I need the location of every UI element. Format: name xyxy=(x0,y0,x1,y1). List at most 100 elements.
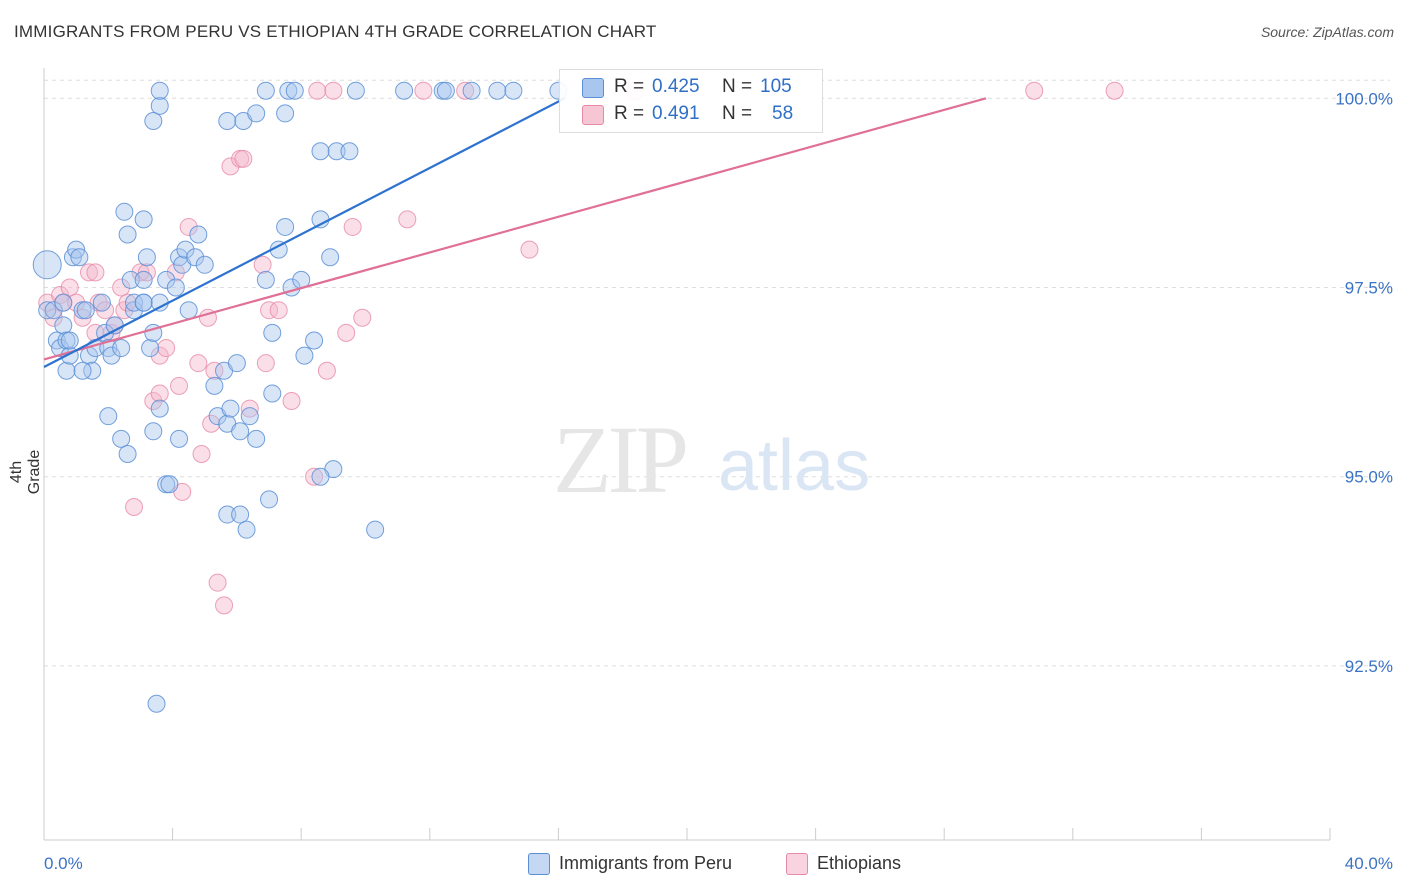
y-tick-label: 92.5% xyxy=(1345,657,1393,676)
data-point-ethiopians xyxy=(67,293,86,312)
data-point-ethiopians xyxy=(414,81,433,100)
data-point-ethiopians xyxy=(166,263,185,282)
data-point-peru xyxy=(121,270,140,289)
data-point-peru xyxy=(150,399,169,418)
data-point-peru xyxy=(340,142,359,161)
data-point-peru xyxy=(186,248,205,267)
data-point-peru xyxy=(263,384,282,403)
data-point-peru xyxy=(150,96,169,115)
data-point-peru xyxy=(176,240,195,259)
data-point-ethiopians xyxy=(269,301,288,320)
data-point-peru xyxy=(279,81,298,100)
data-point-ethiopians xyxy=(144,392,163,411)
watermark-zip: ZIP xyxy=(553,406,686,513)
data-point-peru xyxy=(240,407,259,426)
data-point-ethiopians xyxy=(86,263,105,282)
data-point-peru xyxy=(147,694,166,713)
data-point-peru xyxy=(366,520,385,539)
data-point-ethiopians xyxy=(80,263,99,282)
data-point-peru xyxy=(118,225,137,244)
data-point-peru xyxy=(166,278,185,297)
data-point-peru xyxy=(83,361,102,380)
data-point-peru xyxy=(179,301,198,320)
data-point-ethiopians xyxy=(337,323,356,342)
data-point-peru xyxy=(118,445,137,463)
data-point-peru xyxy=(51,339,70,358)
data-point-peru xyxy=(247,104,266,123)
data-point-ethiopians xyxy=(282,392,301,411)
data-point-peru xyxy=(237,520,256,539)
data-point-ethiopians xyxy=(305,467,324,486)
correlation-legend: R = 0.425 N = 105 R = 0.491 N = 58 xyxy=(559,69,823,133)
data-point-peru xyxy=(70,248,89,267)
data-point-peru xyxy=(231,422,250,441)
data-point-peru xyxy=(311,467,330,486)
axes xyxy=(43,68,1331,841)
legend-n-value-peru: 105 xyxy=(760,76,792,97)
data-point-peru xyxy=(218,111,237,130)
legend-r-value-peru: 0.425 xyxy=(652,76,700,97)
data-point-peru xyxy=(276,104,295,123)
trend-line-peru xyxy=(43,97,566,368)
data-point-peru xyxy=(218,505,237,524)
data-point-ethiopians xyxy=(353,308,372,327)
data-point-peru xyxy=(395,81,414,100)
data-point-peru xyxy=(125,301,144,320)
data-point-peru xyxy=(263,323,282,342)
legend-n-label: N = xyxy=(722,76,753,97)
legend-n-value-ethiopians: 58 xyxy=(772,103,794,124)
data-point-peru xyxy=(134,270,153,289)
data-point-ethiopians xyxy=(125,497,144,516)
legend-row-ethiopians: R = 0.491 N = 58 xyxy=(560,102,822,128)
data-point-peru xyxy=(205,376,224,395)
chart-title: IMMIGRANTS FROM PERU VS ETHIOPIAN 4TH GR… xyxy=(14,22,657,41)
legend-n-label: N = xyxy=(722,103,753,124)
data-point-ethiopians xyxy=(520,240,539,259)
data-point-ethiopians xyxy=(170,376,189,395)
x-tick-label-min: 0.0% xyxy=(44,854,83,873)
data-point-ethiopians xyxy=(150,384,169,403)
data-point-peru xyxy=(436,81,455,100)
trend-lines xyxy=(43,97,987,368)
data-point-ethiopians xyxy=(205,361,224,380)
watermark-atlas: atlas xyxy=(718,426,870,506)
data-point-peru xyxy=(189,225,208,244)
data-point-peru xyxy=(112,429,131,448)
legend-r-value-ethiopians: 0.491 xyxy=(652,103,700,124)
legend-swatch-ethiopians xyxy=(582,105,604,125)
data-point-ethiopians xyxy=(317,361,336,380)
data-point-ethiopians xyxy=(179,217,198,236)
data-point-peru xyxy=(295,346,314,365)
data-point-ethiopians xyxy=(456,81,475,100)
data-point-ethiopians xyxy=(208,573,227,592)
trend-line-ethiopians xyxy=(43,97,987,361)
source-label: Source: ZipAtlas.com xyxy=(1260,24,1394,40)
data-point-peru xyxy=(157,270,176,289)
data-point-peru xyxy=(256,270,275,289)
data-point-peru xyxy=(221,399,240,418)
data-point-ethiopians xyxy=(240,399,259,418)
data-point-ethiopians xyxy=(60,278,79,297)
data-point-ethiopians xyxy=(215,596,234,615)
data-point-peru xyxy=(76,301,95,320)
bottom-legend-swatch-ethiopians xyxy=(786,853,808,875)
watermark: ZIP atlas xyxy=(553,406,870,513)
data-point-ethiopians xyxy=(234,149,253,168)
data-point-peru xyxy=(38,301,57,320)
data-point-peru xyxy=(99,407,118,426)
bottom-legend-swatch-peru xyxy=(528,853,550,875)
data-point-peru xyxy=(134,293,153,312)
data-point-peru xyxy=(54,293,73,312)
data-point-peru xyxy=(112,339,131,358)
data-point-ethiopians xyxy=(192,445,211,463)
data-point-peru xyxy=(73,361,92,380)
y-tick-label: 95.0% xyxy=(1345,468,1393,487)
data-point-peru xyxy=(462,81,481,100)
y-tick-label: 100.0% xyxy=(1335,89,1393,108)
data-point-peru xyxy=(54,316,73,335)
y-tick-label: 97.5% xyxy=(1345,278,1393,297)
data-point-peru xyxy=(44,301,63,320)
data-point-peru xyxy=(327,142,346,161)
data-point-peru xyxy=(134,210,153,229)
data-point-ethiopians xyxy=(1105,81,1124,100)
